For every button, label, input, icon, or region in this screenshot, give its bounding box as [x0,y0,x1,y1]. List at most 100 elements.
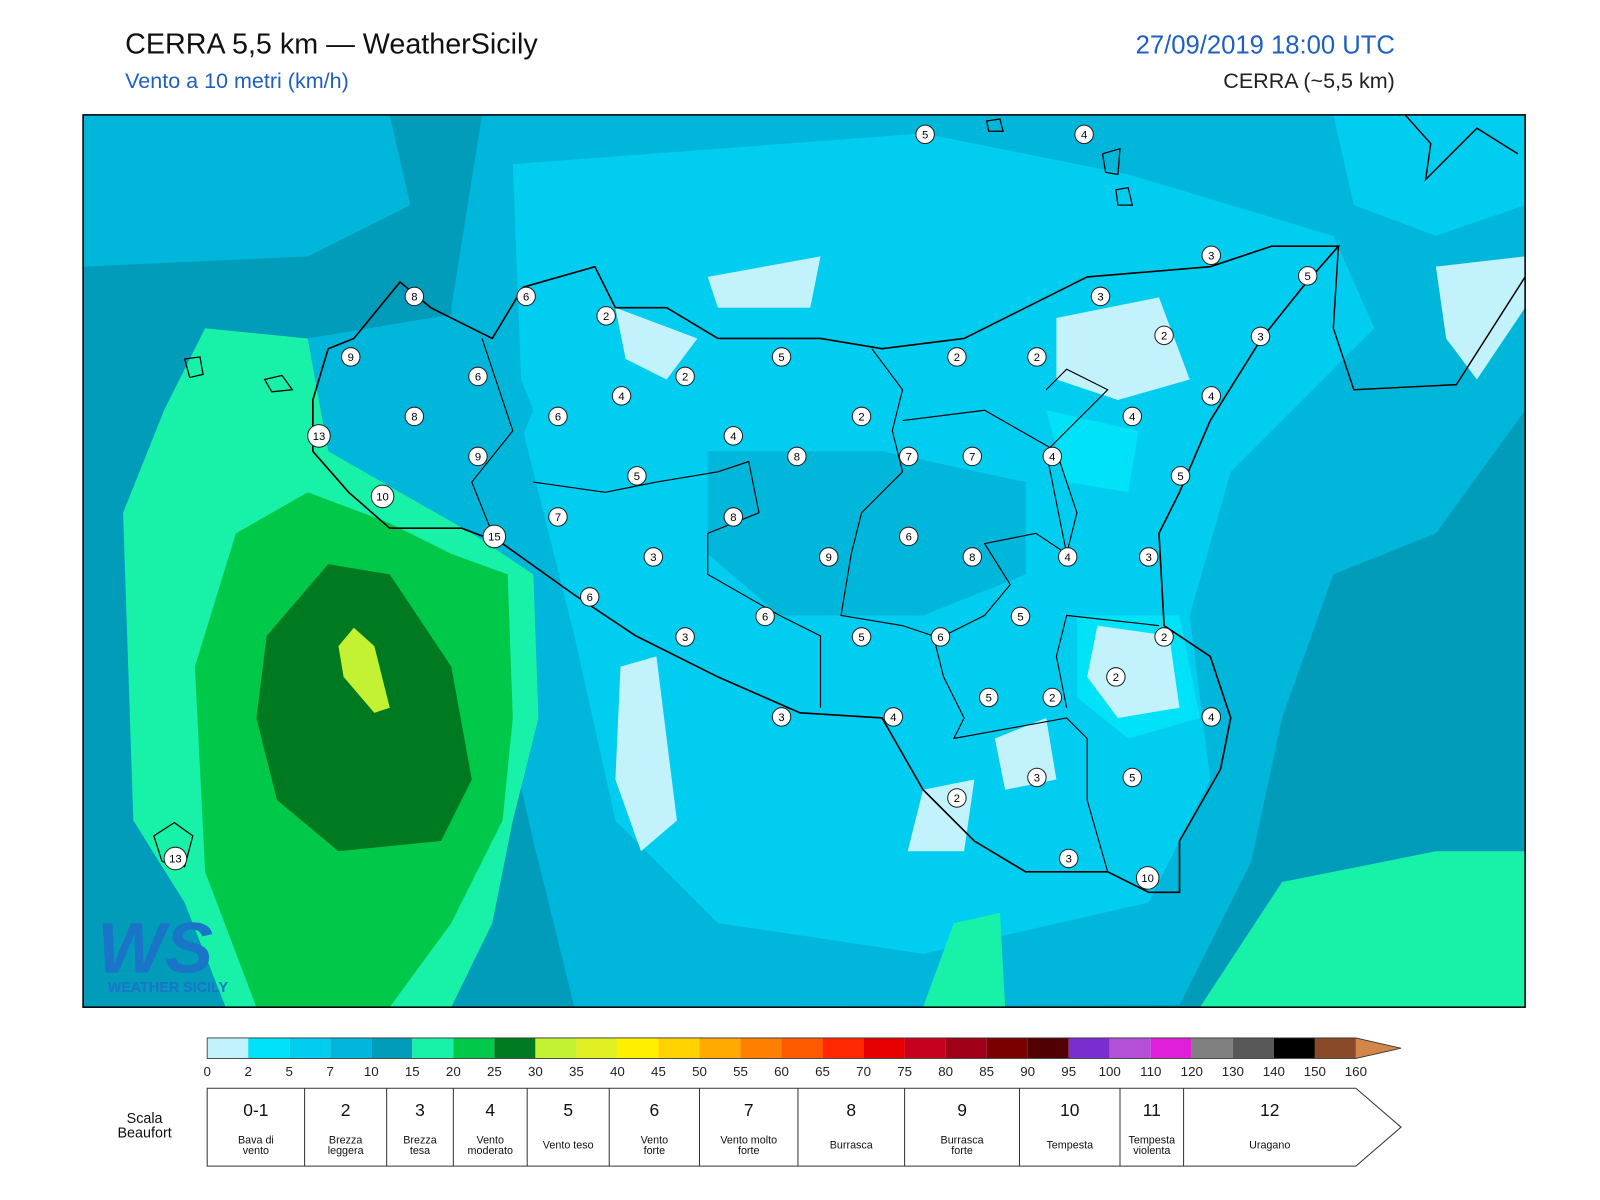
station-value: 6 [475,372,481,384]
station-value: 3 [1097,292,1103,304]
station-marker [723,426,744,446]
station-value: 2 [1161,632,1167,644]
station-value: 5 [922,129,928,141]
beaufort-desc: Tempesta [1046,1140,1093,1152]
station-value: 15 [488,532,501,544]
station-value: 5 [778,352,784,364]
colorbar-tick-label: 100 [1099,1064,1121,1079]
station-value: 8 [411,292,417,304]
station-marker [627,466,647,486]
beaufort-desc: Uragano [1249,1140,1290,1152]
beaufort-force: 12 [1260,1100,1279,1120]
beaufort-force: 5 [563,1100,573,1120]
station-marker [468,446,488,467]
color-swatch [617,1037,659,1059]
station-marker [341,347,361,367]
station-marker [947,788,967,808]
station-marker [883,707,904,727]
station-value: 7 [555,512,561,524]
colorbar-tick-label: 2 [244,1064,251,1079]
station-marker [404,286,425,307]
province-border [471,338,1160,872]
color-swatch [248,1037,290,1059]
logo-mark: WS [97,908,213,988]
station-value: 5 [1177,471,1183,483]
beaufort-force: 7 [744,1100,754,1120]
color-swatch [658,1037,700,1059]
station-marker [675,366,695,387]
beaufort-desc: forte [738,1145,760,1157]
beaufort-outline [206,1087,1402,1167]
station-value: 5 [634,471,640,483]
station-value: 6 [937,632,943,644]
station-marker [818,547,839,567]
station-value: 2 [954,352,960,364]
beaufort-desc: tesa [410,1145,430,1157]
station-value: 4 [618,391,624,403]
station-marker [962,547,983,567]
color-swatch [863,1037,905,1059]
colorbar-tick-label: 25 [487,1064,502,1079]
station-value: 6 [555,412,561,424]
station-marker [1201,386,1222,406]
island [985,118,1004,132]
station-marker [1297,266,1318,286]
colorbar-tick-label: 30 [528,1064,543,1079]
station-value: 10 [376,492,389,504]
title: CERRA 5,5 km — WeatherSicily [125,28,538,60]
station-marker [1138,547,1159,567]
color-swatch [330,1037,372,1059]
stations: 5 4 3 5 8 6 3 2 2 3 9 5 2 2 6 2 4 4 8 6 2 4 13 4 9 8 7 7 4 5 5 10 7 8 15 6 3… [163,124,1318,890]
station-marker [851,627,872,647]
station-value: 8 [794,452,800,464]
colorbar-outline [206,1037,1402,1059]
station-marker [1250,326,1271,347]
color-swatch [904,1037,946,1059]
beaufort-force: 2 [341,1100,351,1120]
colorbar-tick-label: 120 [1181,1064,1203,1079]
beaufort-force: 6 [650,1100,660,1120]
beaufort-desc: Vento molto [720,1135,777,1147]
station-marker [851,406,872,427]
wind-contour [707,256,821,308]
station-value: 2 [1049,693,1055,705]
colorbar-tick-label: 95 [1061,1064,1076,1079]
color-swatch [207,1037,249,1059]
station-value: 3 [778,712,784,724]
beaufort-desc: Brezza [403,1135,436,1147]
colorbar-tick-label: 140 [1263,1064,1285,1079]
color-swatch [986,1037,1028,1059]
colorbar-tick-label: 80 [938,1064,953,1079]
station-value: 2 [1034,352,1040,364]
beaufort-desc: Burrasca [941,1135,984,1147]
station-value: 4 [890,712,896,724]
station-value: 3 [682,632,688,644]
beaufort-force: 8 [846,1100,856,1120]
station-value: 3 [650,552,656,564]
colorbar-tick-label: 10 [364,1064,379,1079]
color-swatch [453,1037,495,1059]
color-swatch [1273,1037,1315,1059]
color-swatch-arrow [1355,1037,1402,1059]
colorbar-tick-label: 85 [979,1064,994,1079]
station-marker [1154,627,1174,647]
colorbar-tick-label: 90 [1020,1064,1035,1079]
station-marker [516,286,536,307]
station-marker [898,526,919,547]
beaufort-desc: vento [243,1145,269,1157]
station-marker [1042,687,1063,708]
station-marker [771,347,792,367]
wind-contour [1087,625,1180,718]
station-value: 2 [682,372,688,384]
colorbar-tick-label: 150 [1304,1064,1326,1079]
station-marker [1010,606,1031,627]
beaufort-desc: forte [644,1145,666,1157]
station-value: 5 [1305,271,1311,283]
station-value: 3 [1066,854,1072,866]
station-value: 7 [906,452,912,464]
wind-contour [615,307,698,380]
station-value: 10 [1141,873,1154,885]
colorbar-tick-label: 160 [1345,1064,1367,1079]
wind-contour [1200,851,1526,1008]
